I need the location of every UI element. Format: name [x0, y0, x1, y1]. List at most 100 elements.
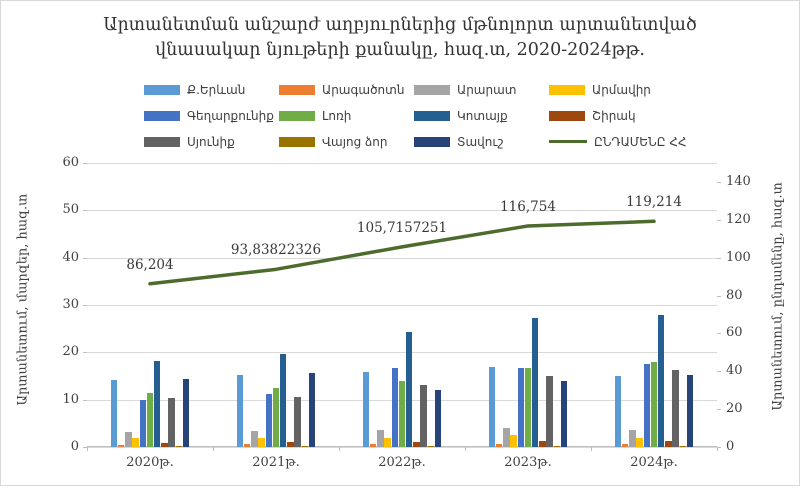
bar-Ք.Երևան	[110, 379, 118, 447]
legend-color-swatch	[144, 110, 180, 121]
legend-item-Լոռի: Լոռի	[279, 107, 414, 124]
chart-legend: Ք.Երևան Արագածոտն Արարատ Արմավիր Գեղարքունիք…	[144, 81, 687, 150]
bar-Ք.Երևան	[362, 371, 370, 447]
line-data-label: 105,7157251	[356, 219, 448, 236]
right-axis-tick-label: 140	[726, 173, 751, 189]
legend-label: Արագածոտն	[322, 82, 405, 97]
bar-Ք.Երևան	[488, 367, 496, 447]
line-data-label: 116,754	[500, 198, 556, 215]
bar-Արմավիր	[132, 438, 139, 447]
bar-Տավուշ	[686, 374, 694, 447]
bar-Գեղարքունիք	[139, 400, 146, 447]
legend-label: ԸՆԴԱՄԵՆԸ ՀՀ	[594, 134, 687, 149]
x-axis-category-label: 2020թ.	[126, 455, 174, 470]
gridline	[87, 163, 717, 164]
right-axis-tick-mark	[717, 181, 721, 183]
bar-Լոռի	[146, 392, 154, 447]
legend-color-swatch	[414, 84, 450, 95]
left-axis-tick-label: 40	[62, 249, 79, 265]
right-axis-tick-label: 0	[726, 439, 735, 454]
right-axis-tick-mark	[717, 295, 721, 297]
bar-Վայոց ձոր	[679, 446, 686, 447]
legend-color-swatch	[414, 136, 450, 147]
legend-item-Արմավիր: Արմավիր	[549, 81, 684, 98]
x-axis-tick-mark	[213, 447, 214, 451]
bar-Արարատ	[125, 432, 132, 447]
bar-Գեղարքունիք	[265, 394, 272, 447]
gridline	[87, 210, 717, 212]
bar-Արարատ	[377, 430, 384, 447]
legend-label: Արարատ	[457, 82, 517, 97]
bar-Կոտայք	[280, 353, 287, 447]
bar-Գեղարքունիք	[517, 368, 524, 447]
bar-Սյունիք	[420, 385, 427, 447]
x-axis-category-label: 2022թ.	[378, 455, 426, 470]
bar-Արագածոտն	[244, 444, 251, 447]
legend-label: Կոտայք	[457, 108, 508, 123]
right-axis-tick-label: 20	[726, 401, 743, 417]
chart-title: Արտանետման անշարժ աղբյուրներից մթնոլորտ …	[41, 13, 759, 64]
bar-Արարատ	[629, 429, 636, 447]
bar-Տավուշ	[434, 390, 442, 447]
plot-area	[87, 163, 717, 448]
x-axis-tick-mark	[591, 447, 592, 451]
legend-color-swatch	[549, 84, 585, 95]
bar-Ք.Երևան	[236, 375, 244, 447]
bar-Կոտայք	[406, 331, 413, 447]
bar-Շիրակ	[413, 441, 420, 447]
left-axis-tick-mark	[83, 163, 87, 164]
legend-label: Սյունիք	[187, 134, 235, 149]
bar-Լոռի	[272, 387, 280, 447]
legend-item-Տավուշ: Տավուշ	[414, 133, 549, 150]
x-axis-tick-mark	[465, 447, 466, 451]
legend-label: Շիրակ	[592, 108, 636, 123]
x-axis-tick-mark	[339, 447, 340, 451]
x-axis-category-label: 2023թ.	[504, 455, 552, 470]
right-axis-tick-mark	[717, 447, 721, 448]
bar-Շիրակ	[539, 440, 546, 447]
left-axis-tick-label: 0	[70, 439, 79, 454]
legend-item-Վայոց ձոր: Վայոց ձոր	[279, 133, 414, 150]
bar-Արմավիր	[510, 435, 517, 447]
bar-Ք.Երևան	[614, 375, 622, 447]
bar-Տավուշ	[560, 380, 568, 447]
total-line	[148, 219, 656, 286]
total-line-layer	[148, 219, 656, 286]
gridline	[87, 305, 717, 306]
bar-Վայոց ձոր	[427, 445, 434, 447]
legend-label: Լոռի	[322, 108, 352, 123]
chart-title-line1: Արտանետման անշարժ աղբյուրներից մթնոլորտ …	[103, 15, 697, 35]
x-axis-category-label: 2024թ.	[630, 455, 678, 470]
bar-Լոռի	[398, 380, 406, 447]
legend-color-swatch	[279, 110, 315, 121]
bar-Շիրակ	[665, 441, 672, 447]
gridline	[87, 447, 717, 448]
right-axis-tick-label: 60	[726, 325, 743, 341]
legend-label: Վայոց ձոր	[322, 134, 388, 149]
bar-Արմավիր	[636, 437, 643, 447]
legend-item-ԸՆԴԱՄԵՆԸ ՀՀ: ԸՆԴԱՄԵՆԸ ՀՀ	[549, 133, 687, 150]
bar-Արմավիր	[384, 438, 391, 447]
bar-Արարատ	[503, 428, 510, 447]
right-axis-tick-mark	[717, 333, 721, 335]
legend-color-swatch	[414, 110, 450, 121]
bar-Արագածոտն	[370, 444, 377, 447]
right-axis-tick-label: 80	[726, 287, 743, 303]
legend-label: Գեղարքունիք	[187, 108, 274, 123]
line-data-label: 93,83822326	[230, 242, 322, 259]
bar-Շիրակ	[161, 442, 168, 447]
bar-Սյունիք	[672, 369, 679, 447]
left-axis-tick-label: 20	[62, 344, 79, 360]
x-axis-tick-mark	[717, 447, 718, 451]
bar-Արագածոտն	[118, 444, 125, 447]
left-axis-tick-label: 10	[62, 391, 79, 407]
legend-label: Արմավիր	[592, 82, 651, 97]
legend-color-swatch	[279, 136, 315, 147]
gridline	[87, 257, 717, 259]
bar-Վայոց ձոր	[301, 446, 308, 447]
line-data-label: 86,204	[126, 256, 174, 273]
right-axis-tick-mark	[717, 371, 721, 373]
left-axis-tick-label: 30	[62, 297, 79, 312]
legend-color-swatch	[144, 84, 180, 95]
